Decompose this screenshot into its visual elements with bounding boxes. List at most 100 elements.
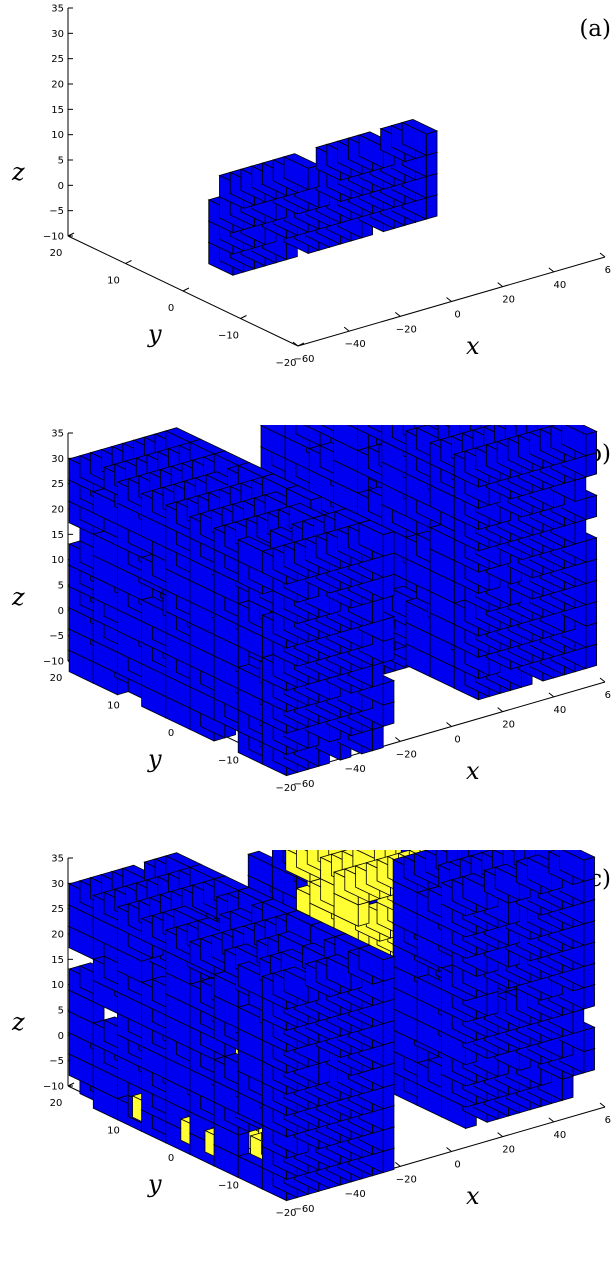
voxel-occupied-front: [586, 644, 597, 668]
y-tick-label: −10: [218, 756, 239, 767]
y-tick-mark: [241, 316, 247, 319]
y-tick-label: 20: [50, 1098, 63, 1109]
y-tick-label: 10: [107, 701, 120, 712]
z-tick-label: 15: [51, 530, 64, 541]
voxel-occupied-front: [383, 638, 394, 662]
x-tick-mark: [344, 327, 349, 331]
panel-label: (a): [579, 16, 611, 42]
voxels: [209, 119, 437, 275]
voxel-occupied-front: [426, 195, 437, 219]
x-tick-mark: [498, 1133, 503, 1137]
voxels: [69, 850, 594, 1201]
voxel-occupied-front: [575, 520, 586, 544]
voxel-occupied-front: [586, 495, 597, 519]
x-axis-label: x: [466, 332, 480, 360]
voxel-occupied-front: [586, 431, 597, 455]
x-tick-mark: [447, 1148, 452, 1152]
z-axis-label: z: [11, 1008, 25, 1036]
x-tick-label: −60: [293, 354, 314, 365]
x-tick-mark: [395, 737, 400, 741]
z-tick-label: 5: [58, 156, 64, 167]
x-tick-label: −40: [345, 1189, 366, 1200]
voxel-occupied-front: [383, 553, 394, 577]
z-tick-label: −10: [43, 1082, 64, 1093]
z-tick-label: −5: [49, 631, 64, 642]
z-tick-label: 25: [51, 479, 64, 490]
y-axis-label: y: [147, 745, 162, 773]
y-axis-label: y: [147, 1170, 162, 1198]
x-tick-label: −60: [293, 1204, 314, 1215]
z-tick-label: 5: [58, 581, 64, 592]
voxel-occupied-front: [586, 580, 597, 604]
voxel-occupied-front: [383, 681, 394, 705]
x-tick-label: −20: [396, 324, 417, 335]
x-tick-mark: [447, 298, 452, 302]
voxel-occupied-front: [372, 599, 383, 623]
z-tick-label: 10: [51, 555, 64, 566]
voxel-occupied-front: [383, 702, 394, 726]
z-tick-label: 35: [51, 854, 64, 865]
x-tick-mark: [447, 723, 452, 727]
z-tick-label: −5: [49, 1056, 64, 1067]
voxel-occupied-front: [383, 574, 394, 598]
z-tick-label: 25: [51, 54, 64, 65]
z-tick-label: −10: [43, 657, 64, 668]
y-tick-label: 10: [107, 1126, 120, 1137]
voxel-occupied-front: [426, 152, 437, 176]
y-tick-label: 0: [168, 1153, 174, 1164]
y-tick-label: 0: [168, 728, 174, 739]
voxel-occupied-front: [586, 623, 597, 647]
x-tick-label: 40: [553, 705, 566, 716]
x-axis-label: x: [466, 757, 480, 785]
voxels: [69, 425, 596, 776]
z-tick-label: 0: [58, 181, 64, 192]
z-tick-label: 20: [51, 80, 64, 91]
x-tick-mark: [549, 693, 554, 697]
z-tick-label: −5: [49, 206, 64, 217]
z-tick-label: 10: [51, 980, 64, 991]
voxel-occupied-front: [426, 131, 437, 155]
z-tick-label: 30: [51, 879, 64, 890]
x-tick-mark: [600, 678, 605, 682]
voxel-plot-c: 35302520151050−5−1020100−10−20−60−40−200…: [0, 850, 611, 1266]
voxel-occupied-front: [372, 662, 383, 686]
z-tick-label: 0: [58, 1031, 64, 1042]
voxel-plot-b: 35302520151050−5−1020100−10−20−60−40−200…: [0, 425, 611, 835]
x-tick-label: 40: [553, 280, 566, 291]
voxel-occupied-front: [586, 538, 597, 562]
x-tick-label: 60: [605, 1115, 611, 1126]
z-tick-label: 15: [51, 105, 64, 116]
x-tick-mark: [498, 283, 503, 287]
voxel-occupied-front: [575, 477, 586, 501]
z-tick-label: 15: [51, 955, 64, 966]
z-tick-label: 20: [51, 930, 64, 941]
voxel-plot-a: 35302520151050−5−1020100−10−20−60−40−200…: [0, 0, 611, 410]
x-tick-mark: [600, 253, 605, 257]
voxel-occupied-front: [383, 617, 394, 641]
y-tick-label: −10: [218, 1181, 239, 1192]
x-tick-label: −20: [396, 1174, 417, 1185]
y-tick-mark: [126, 261, 132, 264]
z-tick-label: 20: [51, 505, 64, 516]
x-tick-label: 0: [454, 1160, 460, 1171]
y-axis-label: y: [147, 320, 162, 348]
y-tick-label: 20: [50, 673, 63, 684]
x-axis-label: x: [466, 1182, 480, 1210]
voxel-occupied-front: [586, 602, 597, 626]
x-tick-label: 40: [553, 1130, 566, 1141]
z-axis-label: z: [11, 583, 25, 611]
x-tick-mark: [395, 1162, 400, 1166]
voxel-occupied-front: [586, 559, 597, 583]
x-tick-label: −40: [345, 764, 366, 775]
z-tick-label: 35: [51, 4, 64, 15]
x-tick-label: −40: [345, 339, 366, 350]
x-tick-label: 60: [605, 265, 611, 276]
voxel-occupied-front: [372, 726, 383, 750]
x-tick-mark: [549, 1118, 554, 1122]
z-tick-label: 10: [51, 130, 64, 141]
z-axis-label: z: [11, 158, 25, 186]
z-tick-label: −10: [43, 232, 64, 243]
